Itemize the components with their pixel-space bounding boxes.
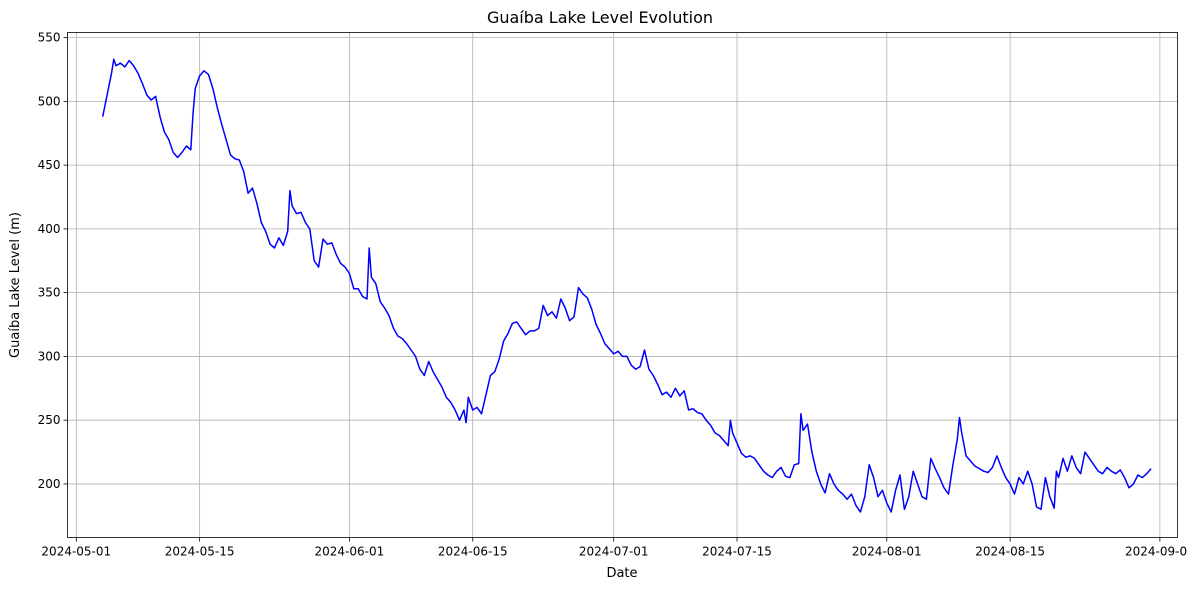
x-tick-label: 2024-08-01	[852, 545, 922, 559]
x-tick-label: 2024-05-15	[165, 545, 235, 559]
y-tick-label: 350	[38, 286, 61, 300]
series-layer	[101, 58, 1152, 513]
x-axis-ticks: 2024-05-01 2024-05-15 2024-06-01 2024-06-15…	[41, 537, 1187, 559]
x-tick-label: 2024-08-15	[975, 545, 1045, 559]
x-tick-label: 2024-09-01	[1125, 545, 1187, 559]
plot-area-frame	[67, 32, 1178, 538]
y-tick-label: 500	[38, 94, 61, 108]
y-tick-label: 550	[38, 31, 61, 45]
series-line	[101, 58, 1152, 513]
grid-lines	[67, 32, 1178, 538]
x-tick-label: 2024-06-15	[438, 545, 508, 559]
x-tick-label: 2024-07-15	[702, 545, 772, 559]
y-tick-label: 450	[38, 158, 61, 172]
chart-title: Guaíba Lake Level Evolution	[487, 8, 713, 27]
x-tick-label: 2024-07-01	[579, 545, 649, 559]
y-axis-ticks: 200 250 300 350 400 450 500 550	[38, 31, 68, 491]
x-tick-label: 2024-05-01	[41, 545, 111, 559]
x-axis-label: Date	[606, 566, 637, 581]
y-tick-label: 200	[38, 477, 61, 491]
y-tick-label: 400	[38, 222, 61, 236]
y-axis-label: Guaíba Lake Level (m)	[8, 212, 23, 358]
x-tick-label: 2024-06-01	[315, 545, 385, 559]
y-tick-label: 250	[38, 413, 61, 427]
y-tick-label: 300	[38, 349, 61, 363]
